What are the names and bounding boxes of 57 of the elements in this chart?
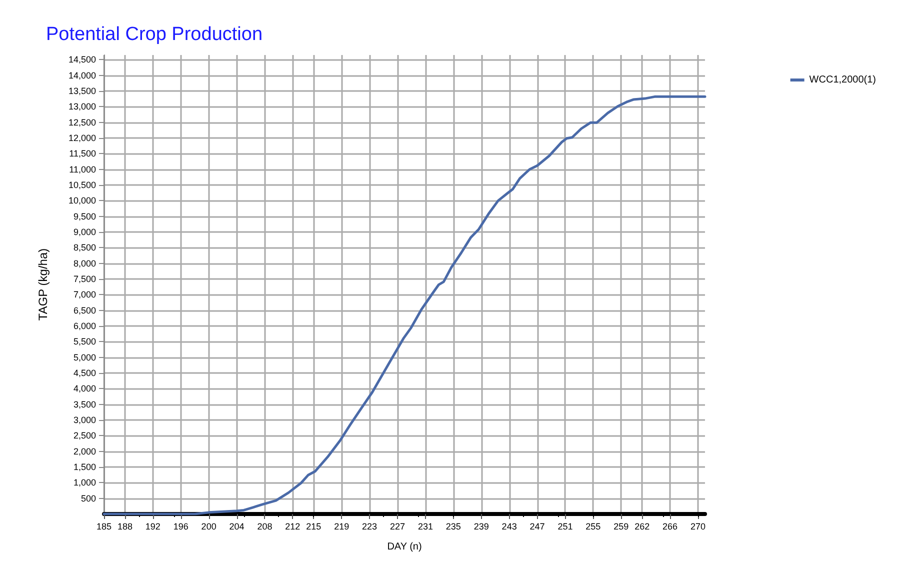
y-tick-label: 1,500 [73, 462, 96, 472]
x-tick-label: 235 [446, 522, 461, 532]
y-tick-label: 5,500 [73, 336, 96, 347]
x-tick-label: 223 [362, 522, 378, 532]
y-tick-label: 500 [80, 493, 96, 504]
y-tick-label: 8,000 [73, 258, 96, 268]
x-tick-label: 212 [285, 522, 300, 532]
y-tick-label: 10,000 [68, 196, 96, 206]
y-tick-label: 2,000 [73, 446, 96, 456]
y-tick-label: 4,000 [73, 384, 96, 394]
x-tick-label: 247 [530, 522, 545, 532]
y-tick-label: 2,500 [73, 430, 96, 441]
y-tick-label: 14,500 [68, 54, 96, 65]
x-tick-label: 239 [474, 522, 489, 532]
y-tick-label: 13,500 [68, 86, 96, 96]
x-tick-label: 266 [662, 522, 678, 532]
y-tick-label: 11,500 [69, 148, 96, 159]
y-tick-label: 12,000 [68, 133, 96, 144]
y-tick-label: 8,500 [73, 242, 96, 253]
legend-label: WCC1,2000(1) [809, 74, 876, 86]
x-tick-label: 204 [229, 522, 244, 532]
y-tick-label: 7,000 [73, 290, 96, 300]
x-tick-label: 259 [614, 522, 629, 532]
x-tick-label: 262 [634, 522, 650, 532]
y-tick-label: 9,000 [73, 227, 96, 238]
x-tick-label: 215 [306, 522, 322, 532]
x-tick-label: 243 [502, 522, 517, 532]
x-tick-label: 270 [690, 522, 706, 532]
y-tick-label: 6,000 [73, 321, 96, 332]
y-tick-label: 7,500 [73, 274, 96, 284]
y-axis-title: TAGP (kg/ha) [36, 248, 50, 321]
y-tick-label: 9,500 [73, 211, 96, 222]
x-tick-label: 185 [96, 522, 112, 532]
x-tick-label: 227 [390, 522, 406, 532]
line-series [102, 95, 706, 516]
x-tick-label: 251 [558, 522, 573, 532]
y-tick-label: 4,500 [73, 368, 96, 378]
x-tick-label: 192 [145, 522, 160, 532]
y-tick-label: 11,000 [69, 164, 96, 174]
x-tick-label: 219 [334, 522, 350, 532]
y-tick-label: 3,500 [73, 399, 96, 410]
y-tick-label: 6,500 [73, 305, 96, 316]
y-tick-label: 14,000 [68, 70, 96, 80]
x-tick-label: 231 [418, 522, 433, 532]
x-tick-label: 208 [257, 522, 272, 532]
y-tick-label: 3,000 [73, 415, 96, 426]
x-axis-title: DAY (n) [387, 542, 422, 552]
x-tick-label: 255 [586, 522, 601, 532]
y-tick-label: 10,500 [68, 180, 96, 190]
y-tick-label: 13,000 [68, 102, 96, 112]
x-tick-label: 196 [173, 522, 188, 532]
x-tick-label: 188 [117, 522, 132, 532]
y-tick-label: 5,000 [73, 352, 96, 362]
chart-title: Potential Crop Production [46, 24, 263, 45]
x-tick-label: 200 [201, 522, 216, 532]
y-tick-label: 1,000 [73, 478, 96, 488]
y-tick-label: 12,500 [68, 117, 96, 128]
